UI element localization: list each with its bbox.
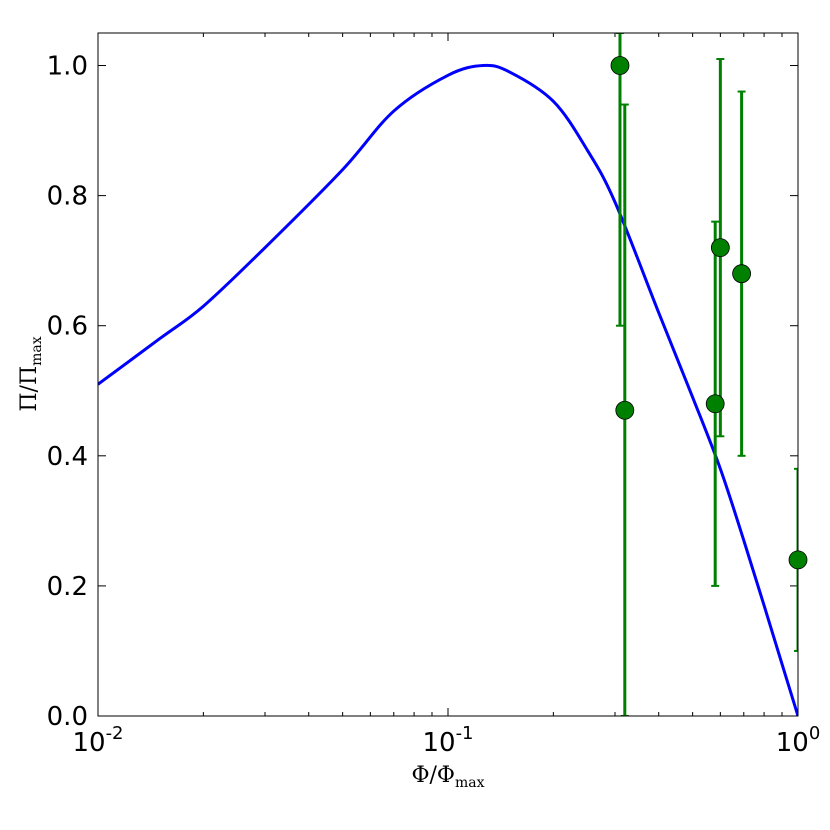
y-axis-label-sub: max xyxy=(29,336,45,366)
x-tick-label-exponent: -1 xyxy=(456,723,474,744)
data-point xyxy=(705,394,725,414)
plot-frame xyxy=(97,32,799,717)
ticks-layer xyxy=(97,33,799,717)
x-tick-label-exponent: -2 xyxy=(106,723,124,744)
y-tick-label: 0.0 xyxy=(47,702,88,732)
plot-layer xyxy=(98,33,798,716)
y-tick-label: 1.0 xyxy=(47,52,88,82)
data-point xyxy=(788,550,808,570)
x-tick-label-base: 10 xyxy=(776,728,809,758)
data-point xyxy=(610,56,630,75)
x-tick-label-base: 10 xyxy=(422,728,455,758)
data-point xyxy=(615,400,635,420)
x-tick-label: 10-2 xyxy=(72,723,123,758)
labels-layer: 0.00.20.40.60.81.010-2 10-1 100 xyxy=(47,52,821,758)
y-axis-label-main: Π/Π xyxy=(17,366,42,412)
y-tick-label: 0.2 xyxy=(47,572,88,602)
x-tick-label-base: 10 xyxy=(72,728,105,758)
x-axis-label-main: Φ/Φ xyxy=(411,763,454,788)
y-tick-label: 0.6 xyxy=(47,312,88,342)
x-axis-label: Φ/Φmax xyxy=(411,763,484,791)
data-point xyxy=(732,264,751,284)
y-axis-label: Π/Πmax xyxy=(17,336,45,411)
y-tick-label: 0.8 xyxy=(47,182,88,212)
y-tick-label: 0.4 xyxy=(47,442,88,472)
x-tick-label-exponent: 0 xyxy=(809,723,820,744)
model-curve xyxy=(98,63,798,716)
x-axis-label-sub: max xyxy=(455,775,485,791)
x-tick-label: 10-1 xyxy=(422,723,473,758)
data-point xyxy=(710,238,730,258)
x-tick-label: 100 xyxy=(776,723,821,758)
